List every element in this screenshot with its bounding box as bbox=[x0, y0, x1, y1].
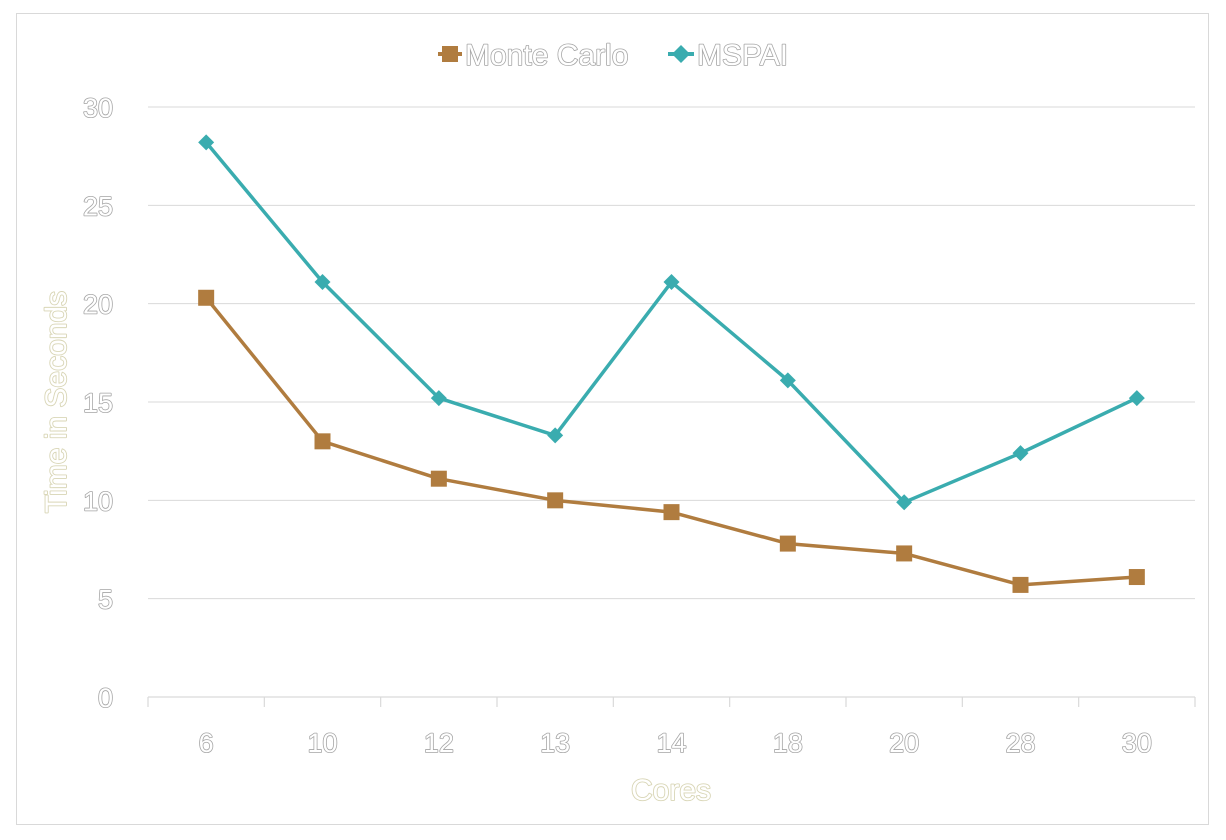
x-tick-label: 10 bbox=[307, 728, 337, 758]
data-point-mspai bbox=[896, 494, 913, 511]
x-tick-label: 14 bbox=[656, 728, 686, 758]
data-point-mspai bbox=[430, 390, 447, 407]
legend-marker-diamond bbox=[672, 45, 690, 63]
data-point-mspai bbox=[314, 274, 331, 291]
x-tick-label: 18 bbox=[773, 728, 803, 758]
x-axis-title: Cores bbox=[631, 774, 711, 807]
x-tick-label: 28 bbox=[1005, 728, 1035, 758]
y-tick-label: 15 bbox=[83, 388, 113, 418]
chart-frame bbox=[16, 13, 1209, 825]
y-tick-label: 30 bbox=[83, 93, 113, 123]
data-point-monte-carlo bbox=[896, 545, 913, 562]
x-tick-label: 20 bbox=[889, 728, 919, 758]
y-axis-title: Time in Seconds bbox=[40, 291, 73, 513]
y-tick-label: 10 bbox=[83, 486, 113, 516]
y-tick-label: 0 bbox=[98, 683, 113, 713]
data-point-monte-carlo bbox=[547, 492, 564, 509]
y-tick-labels: 0 5 10 15 20 25 30 bbox=[82, 92, 114, 714]
y-tick-label: 5 bbox=[98, 585, 113, 615]
series-line-monte-carlo bbox=[204, 296, 1137, 587]
legend-item-monte-carlo: Monte Carlo bbox=[438, 38, 629, 73]
data-point-monte-carlo bbox=[663, 504, 680, 521]
x-tick-label: 12 bbox=[424, 728, 454, 758]
x-axis bbox=[147, 696, 1196, 707]
data-point-mspai bbox=[1128, 390, 1145, 407]
legend-label-monte-carlo: Monte Carlo bbox=[465, 39, 628, 72]
legend-label-mspai: MSPAI bbox=[697, 39, 788, 72]
data-point-mspai bbox=[663, 274, 680, 291]
data-point-monte-carlo bbox=[1128, 569, 1145, 586]
series-lines bbox=[198, 134, 1145, 593]
data-point-monte-carlo bbox=[779, 535, 796, 552]
data-point-mspai bbox=[547, 427, 564, 444]
x-tick-labels: 6 10 12 13 14 18 20 28 30 bbox=[198, 727, 1153, 759]
legend-item-mspai: MSPAI bbox=[668, 38, 789, 73]
legend-marker-square bbox=[442, 46, 458, 62]
data-point-monte-carlo bbox=[198, 289, 215, 306]
x-tick-label: 30 bbox=[1122, 728, 1152, 758]
legend: Monte Carlo MSPAI bbox=[438, 38, 789, 73]
data-point-monte-carlo bbox=[1012, 576, 1029, 593]
data-point-monte-carlo bbox=[430, 470, 447, 487]
y-tick-label: 20 bbox=[83, 290, 113, 320]
gridlines bbox=[148, 106, 1195, 600]
data-point-mspai bbox=[198, 134, 215, 151]
x-tick-label: 13 bbox=[540, 728, 570, 758]
data-point-mspai bbox=[1012, 445, 1029, 462]
x-tick-label: 6 bbox=[199, 728, 214, 758]
data-point-mspai bbox=[779, 372, 796, 389]
y-tick-label: 25 bbox=[83, 191, 113, 221]
data-point-monte-carlo bbox=[314, 433, 331, 450]
